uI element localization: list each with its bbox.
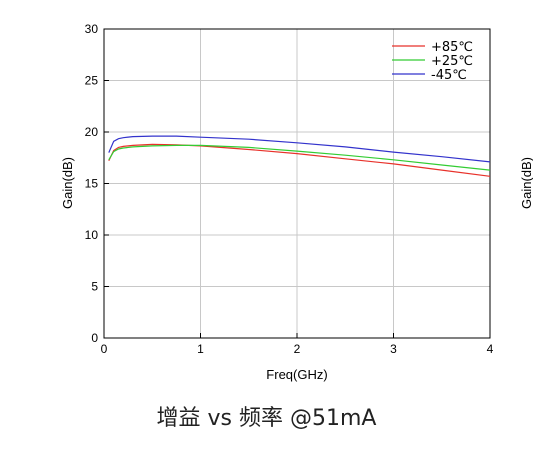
cropped-neighbor-y-axis-label: Gain(dB) — [519, 157, 533, 209]
legend: +85℃+25℃-45℃ — [392, 40, 473, 83]
grid-lines — [104, 29, 490, 338]
series-line-2 — [108, 144, 491, 171]
series-line-3 — [108, 135, 491, 163]
x-tick-label: 3 — [390, 342, 397, 356]
x-tick-label: 2 — [294, 342, 301, 356]
legend-label: -45℃ — [431, 68, 467, 83]
y-tick-label: 20 — [85, 125, 99, 139]
gain-vs-frequency-chart: 0 1 2 3 4 0 5 10 15 20 25 30 +85℃+25℃-45℃ Freq(GHz)… — [60, 22, 533, 382]
y-tick-label: 0 — [91, 331, 98, 345]
y-tick-label: 5 — [91, 280, 98, 294]
y-tick-label: 25 — [85, 74, 99, 88]
x-tick-label: 0 — [101, 342, 108, 356]
chart-caption: 增益 vs 频率 @51mA — [156, 406, 377, 431]
legend-label: +25℃ — [431, 54, 473, 69]
legend-label: +85℃ — [431, 40, 473, 55]
y-tick-label: 10 — [85, 228, 99, 242]
x-tick-label: 1 — [197, 342, 204, 356]
x-tick-label: 4 — [487, 342, 494, 356]
series-line-1 — [108, 143, 491, 177]
series-lines — [108, 135, 491, 177]
axis-ticks: 0 1 2 3 4 0 5 10 15 20 25 30 — [85, 22, 494, 356]
y-axis-label: Gain(dB) — [60, 157, 75, 209]
y-tick-label: 15 — [85, 177, 99, 191]
x-axis-label: Freq(GHz) — [266, 367, 327, 382]
y-tick-label: 30 — [85, 22, 99, 36]
